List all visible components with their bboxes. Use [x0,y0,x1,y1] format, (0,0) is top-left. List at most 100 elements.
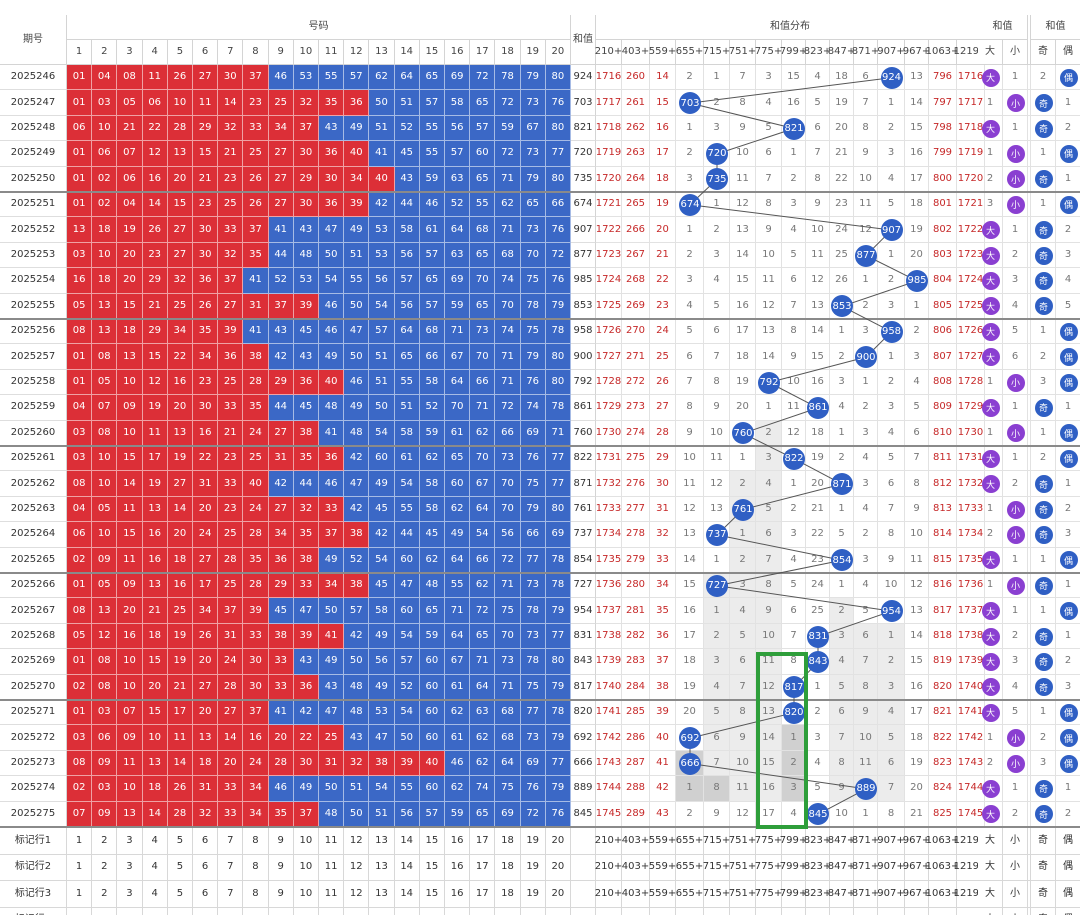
trend-cell: 4 [854,573,878,599]
trend-cell: 8 [704,369,730,396]
drawn-number: 03 [67,242,93,269]
marker-row-trend: 655+ [676,854,704,881]
marker-row-trend: 715+ [703,881,730,908]
drawn-number: 47 [344,319,370,345]
drawn-number: 19 [167,649,193,675]
drawn-number: 01 [67,573,93,599]
drawn-number: 43 [319,674,345,700]
drawn-number: 47 [319,700,345,726]
trend-cell: 6 [756,522,782,548]
marker-row-trend: 403+ [622,881,650,908]
group-gap [1028,700,1031,726]
group-gap [1028,395,1031,421]
trend-cell: 33 [650,547,676,573]
trend-cell: 1721 [957,192,985,218]
trend-cell: 42 [650,776,676,802]
marker-row-number: 12 [344,881,370,908]
period-cell: 2025263 [0,496,67,523]
drawn-number: 04 [92,65,118,91]
trend-col-header: 655+ [676,40,704,65]
marker-row-number: 14 [394,881,420,908]
trend-cell: 5 [878,192,905,218]
drawn-number: 69 [495,801,521,827]
marker-row-trend: 210+ [595,907,622,915]
drawn-number: 07 [92,395,118,421]
marker-row-number: 10 [293,828,319,855]
drawn-number: 19 [167,623,193,650]
drawn-number: 57 [419,90,445,116]
size-big-cell [978,649,1003,675]
drawn-number: 03 [92,700,118,726]
drawn-number: 72 [495,547,521,573]
drawn-number: 59 [445,293,471,319]
drawn-number: 30 [243,674,269,700]
parity-marker: 偶 [1059,754,1078,773]
drawn-number: 15 [142,700,168,726]
drawn-number: 08 [67,319,93,345]
drawn-number: 07 [67,801,93,827]
trend-cell: 13 [704,496,730,523]
trend-cell: 819 [929,649,957,675]
drawn-number: 36 [293,369,319,396]
drawn-number: 32 [344,750,370,777]
drawn-number: 41 [319,420,345,446]
drawn-number: 09 [92,801,118,827]
marker-row-trend: 907+ [877,828,905,855]
trend-cell: 1734 [596,522,622,548]
trend-cell: 2 [730,547,756,573]
drawn-number: 79 [520,65,546,91]
drawn-number: 09 [117,395,143,421]
drawn-number: 13 [117,344,143,370]
drawn-number: 40 [369,166,395,192]
marker-row-trend: 210+ [595,854,622,881]
trend-cell: 282 [622,623,650,650]
trend-cell: 6 [830,700,854,726]
drawn-number: 06 [92,725,118,751]
drawn-number: 49 [445,522,471,548]
parity-even-cell: 2 [1056,497,1080,523]
drawn-number: 52 [394,115,420,142]
drawn-number: 27 [193,65,219,91]
marker-row-trend: 655+ [676,881,704,908]
parity-odd-cell [1031,623,1056,650]
size-marker: 小 [1006,729,1025,748]
drawn-number: 74 [470,776,496,802]
marker-row-trend: 967+ [903,881,930,908]
trend-cell: 11 [806,242,830,269]
marker-row-number: 15 [419,854,445,881]
number-col-header: 8 [243,40,269,65]
trend-cell: 5 [676,319,704,345]
drawn-number: 64 [445,217,471,243]
trend-cell: 10 [730,750,756,777]
drawn-number: 33 [218,395,244,421]
drawn-number: 49 [369,471,395,497]
drawn-number: 64 [445,547,471,573]
parity-marker: 偶 [1059,424,1078,443]
period-cell: 2025246 [0,65,67,91]
drawn-number: 59 [419,420,445,446]
marker-row-number: 11 [319,828,345,855]
drawn-number: 59 [419,166,445,192]
drawn-number: 14 [218,90,244,116]
drawn-number: 28 [243,522,269,548]
drawn-number: 14 [167,750,193,777]
drawn-number: 13 [142,573,168,599]
size-small-cell: 4 [1003,293,1028,319]
group-gap [1028,496,1031,523]
size-group-header: 和值 [978,15,1028,40]
number-col-header: 1 [67,40,93,65]
trend-cell: 22 [806,522,830,548]
drawn-number: 64 [470,674,496,700]
number-col-header: 6 [193,40,219,65]
drawn-number: 60 [369,446,395,472]
size-big-cell: 3 [978,192,1003,218]
trend-cell: 3 [854,471,878,497]
drawn-number: 46 [319,293,345,319]
parity-odd-cell: 3 [1031,369,1056,396]
drawn-number: 01 [67,141,93,167]
trend-cell: 18 [676,649,704,675]
drawn-number: 23 [193,369,219,396]
group-gap [1028,115,1031,142]
trend-cell: 812 [929,471,957,497]
drawn-number: 55 [394,496,420,523]
